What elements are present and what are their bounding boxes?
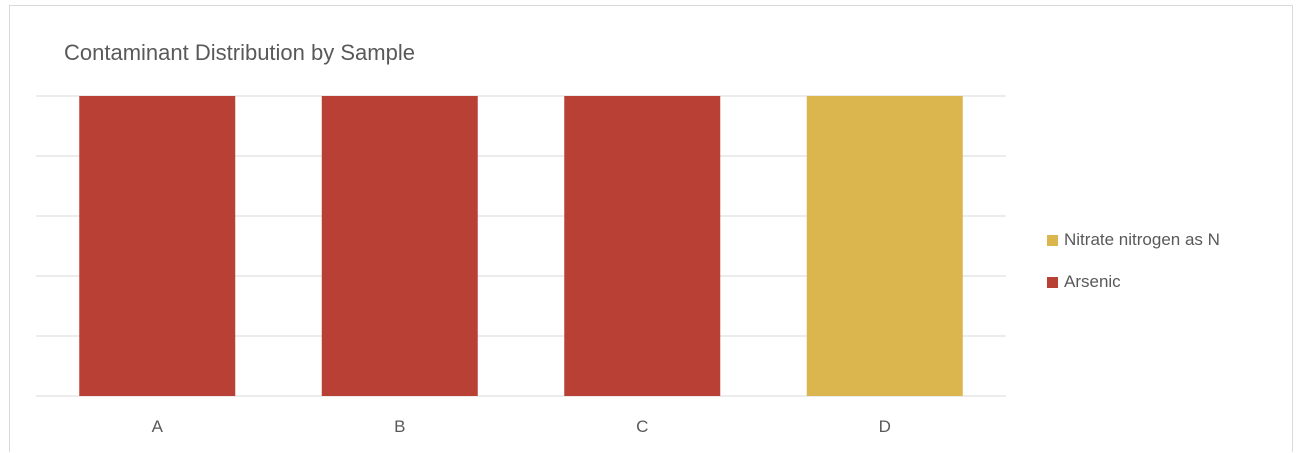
legend-swatch-arsenic [1047,276,1058,288]
x-tick-label: D [879,417,891,436]
bar-a-arsenic [79,96,236,396]
legend-label-arsenic: Arsenic [1064,272,1121,291]
x-tick-label: B [394,417,405,436]
x-tick-label: C [636,417,648,436]
bar-c-arsenic [564,96,721,396]
bar-d-nitrate-nitrogen-as-n [806,96,963,396]
x-axis-tick-labels: A B C D [152,417,891,436]
legend-swatch-nitrate [1047,234,1058,246]
legend-item-nitrate: Nitrate nitrogen as N [1047,229,1220,251]
legend-item-arsenic: Arsenic [1047,271,1220,293]
chart-title: Contaminant Distribution by Sample [64,40,415,65]
legend: Nitrate nitrogen as N Arsenic [1047,229,1220,313]
legend-label-nitrate: Nitrate nitrogen as N [1064,230,1220,249]
bars [79,96,963,396]
bar-b-arsenic [321,96,478,396]
x-tick-label: A [152,417,164,436]
